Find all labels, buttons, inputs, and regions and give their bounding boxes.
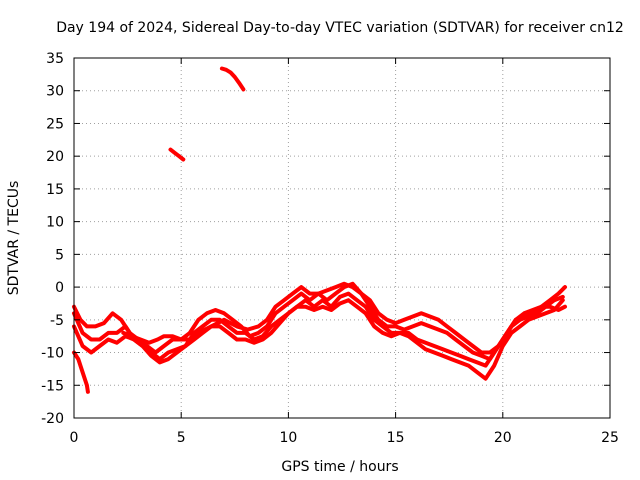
series-b2	[168, 147, 186, 162]
series-t4	[121, 281, 567, 355]
y-tick-label: -15	[41, 378, 64, 394]
y-tick-label: 5	[55, 247, 64, 263]
x-tick-label: 20	[494, 430, 512, 446]
y-tick-label: -20	[41, 411, 64, 427]
y-tick-label: 35	[46, 51, 64, 67]
x-tick-label: 15	[387, 430, 405, 446]
y-tick-labels: -20 -15 -10 -5 0 5 10 15 20 25 30 35	[41, 51, 64, 427]
series-t3	[72, 298, 565, 381]
x-tick-label: 5	[177, 430, 186, 446]
data-series	[72, 66, 567, 394]
y-tick-label: 15	[46, 182, 64, 198]
y-tick-label: 0	[55, 280, 64, 296]
y-tick-label: 20	[46, 149, 64, 165]
series-b3	[219, 66, 246, 92]
y-tick-label: 30	[46, 84, 64, 100]
series-b1	[72, 350, 90, 394]
x-axis-label: GPS time / hours	[281, 459, 398, 475]
y-axis-label: SDTVAR / TECUs	[6, 181, 22, 296]
y-tick-label: 10	[46, 215, 64, 231]
axis-ticks	[73, 57, 611, 419]
x-tick-label: 10	[279, 430, 297, 446]
x-tick-labels: 0 5 10 15 20 25	[70, 430, 619, 446]
y-tick-label: 25	[46, 116, 64, 132]
series-t2	[72, 291, 565, 368]
chart-title: Day 194 of 2024, Sidereal Day-to-day VTE…	[56, 20, 624, 36]
plot-frame	[73, 57, 611, 419]
x-tick-label: 0	[70, 430, 79, 446]
y-tick-label: -10	[41, 346, 64, 362]
x-tick-label: 25	[601, 430, 619, 446]
grid	[74, 58, 610, 418]
y-tick-label: -5	[50, 313, 64, 329]
